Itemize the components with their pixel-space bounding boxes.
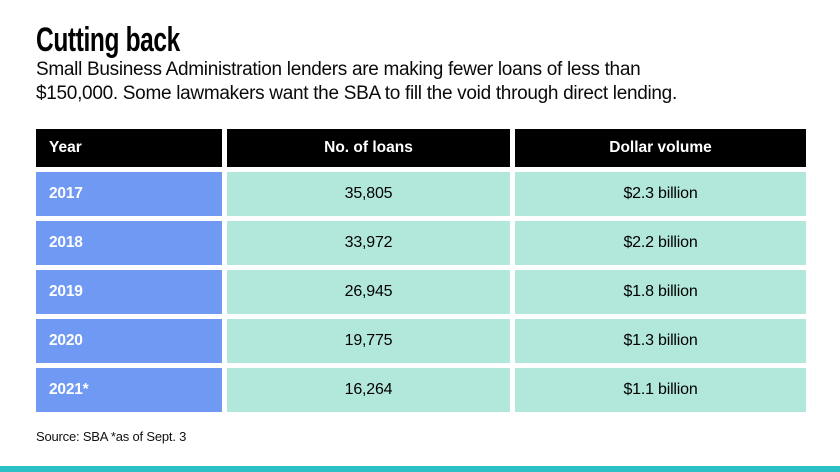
accent-bar	[0, 466, 840, 472]
loans-cell: 35,805	[227, 172, 510, 216]
year-cell: 2018	[36, 221, 222, 265]
table-header-row: Year No. of loans Dollar volume	[36, 129, 806, 167]
table-row: 2019 26,945 $1.8 billion	[36, 270, 806, 314]
column-header-volume: Dollar volume	[515, 129, 806, 167]
volume-cell: $1.1 billion	[515, 368, 806, 412]
table-row: 2021* 16,264 $1.1 billion	[36, 368, 806, 412]
loans-cell: 26,945	[227, 270, 510, 314]
year-cell: 2020	[36, 319, 222, 363]
subtitle-line-2: $150,000. Some lawmakers want the SBA to…	[36, 83, 677, 104]
source-note: Source: SBA *as of Sept. 3	[36, 429, 187, 444]
subtitle: Small Business Administration lenders ar…	[36, 58, 796, 106]
page-title: Cutting back	[36, 21, 180, 59]
loans-cell: 16,264	[227, 368, 510, 412]
column-header-loans: No. of loans	[227, 129, 510, 167]
year-cell: 2021*	[36, 368, 222, 412]
loans-cell: 33,972	[227, 221, 510, 265]
volume-cell: $1.3 billion	[515, 319, 806, 363]
volume-cell: $2.2 billion	[515, 221, 806, 265]
subtitle-line-1: Small Business Administration lenders ar…	[36, 59, 641, 80]
table-row: 2018 33,972 $2.2 billion	[36, 221, 806, 265]
year-cell: 2019	[36, 270, 222, 314]
column-header-year: Year	[36, 129, 222, 167]
loans-cell: 19,775	[227, 319, 510, 363]
year-cell: 2017	[36, 172, 222, 216]
table-body: 2017 35,805 $2.3 billion 2018 33,972 $2.…	[36, 172, 806, 412]
table-row: 2017 35,805 $2.3 billion	[36, 172, 806, 216]
volume-cell: $1.8 billion	[515, 270, 806, 314]
data-table: Year No. of loans Dollar volume 2017 35,…	[36, 129, 806, 417]
volume-cell: $2.3 billion	[515, 172, 806, 216]
table-row: 2020 19,775 $1.3 billion	[36, 319, 806, 363]
